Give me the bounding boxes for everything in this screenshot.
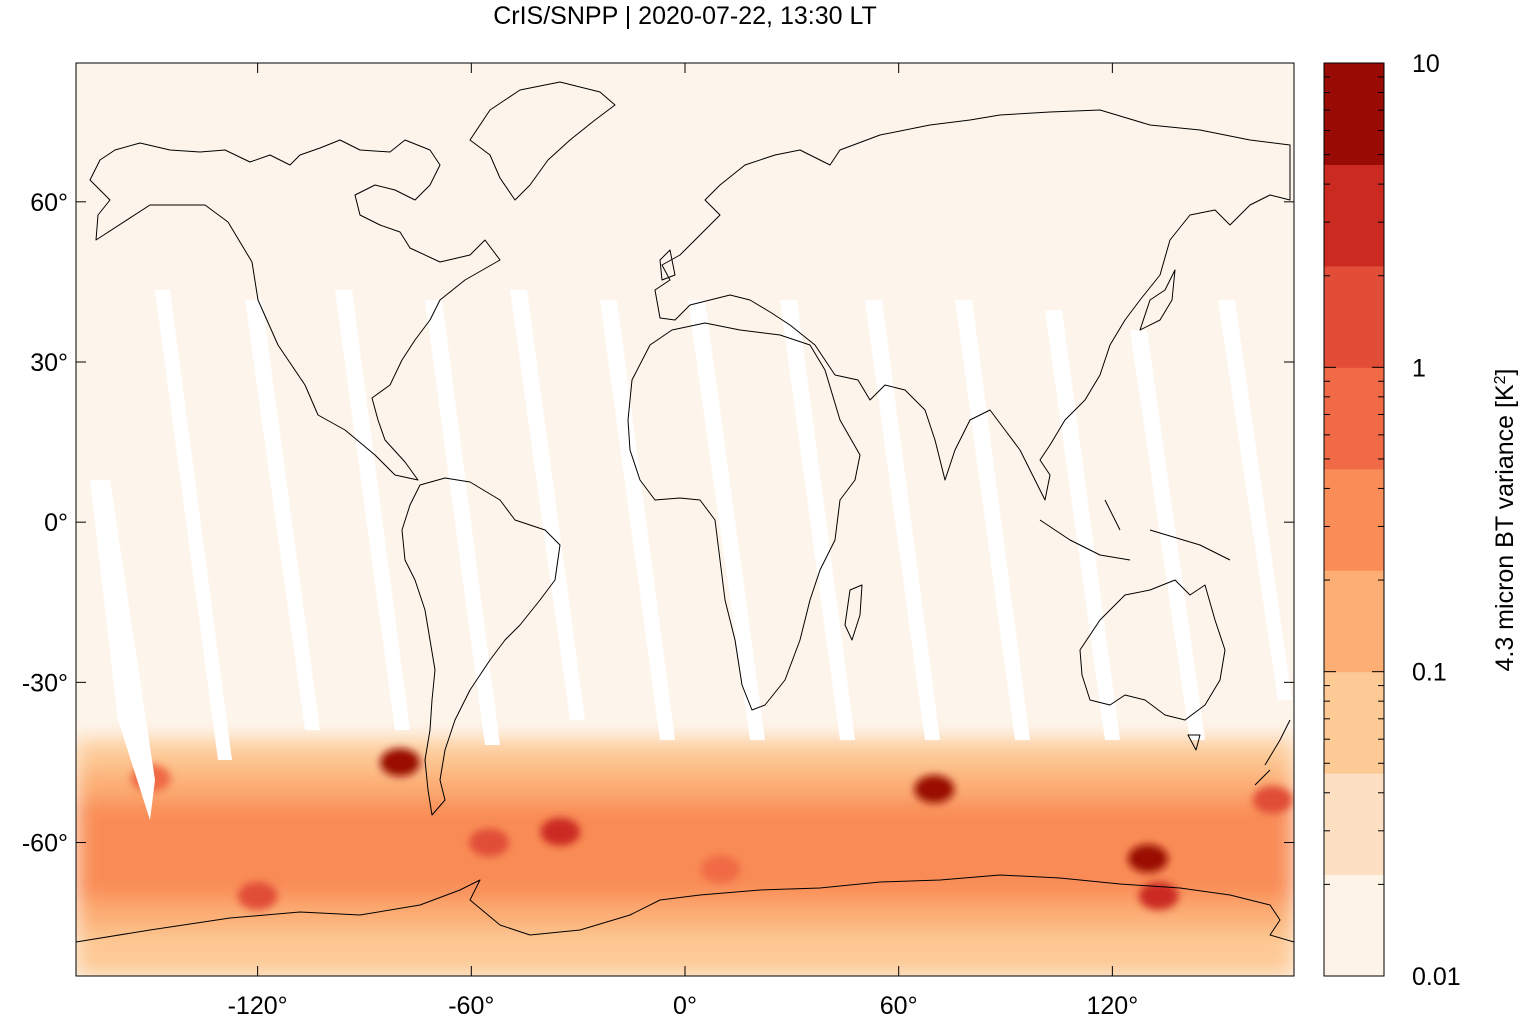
swath-gap	[245, 300, 320, 730]
variance-hotspot	[700, 855, 741, 884]
colorbar-swatches	[1324, 63, 1384, 977]
colorbar-label: 4.3 micron BT variance [K2]	[1491, 368, 1519, 671]
latitude-tick-label: -60°	[22, 830, 68, 858]
variance-hotspot	[1138, 881, 1179, 910]
colorbar-swatch	[1324, 63, 1384, 165]
swath-gap	[1045, 310, 1120, 740]
swath-gap	[90, 480, 155, 820]
variance-hotspot	[1127, 844, 1168, 873]
coastline-indonesia	[1039, 499, 1231, 561]
colorbar-swatch	[1324, 265, 1384, 368]
colorbar-tick-label: 10	[1412, 50, 1440, 78]
coastline-japan	[1139, 269, 1176, 331]
colorbar-tick-label: 1	[1412, 354, 1426, 382]
longitude-tick-label: 120°	[1087, 992, 1139, 1020]
variance-hotspot	[1252, 785, 1293, 814]
latitude-axis: 60° 30° 0° -30° -60°	[22, 189, 1294, 858]
swath-gap	[1218, 300, 1292, 700]
latitude-tick-label: 0°	[44, 509, 68, 537]
coastline-new-zealand	[1254, 719, 1291, 786]
swath-gap	[780, 300, 855, 740]
coastline-africa	[627, 322, 861, 711]
coastline-south-america	[401, 477, 561, 816]
coastline-greenland	[469, 81, 616, 201]
latitude-tick-label: 30°	[30, 349, 68, 377]
swath-gap	[335, 290, 410, 730]
coastline-australia	[1079, 579, 1226, 721]
coastline-uk	[659, 249, 676, 281]
latitude-tick-label: 60°	[30, 189, 68, 217]
coastline-north-america	[89, 139, 501, 481]
coastlines	[76, 81, 1294, 943]
swath-gaps	[90, 290, 1292, 820]
swath-gap	[425, 300, 500, 745]
swath-gap	[600, 300, 675, 740]
latitude-tick-label: -30°	[22, 669, 68, 697]
longitude-tick-label: -120°	[228, 992, 288, 1020]
colorbar-label-text: 4.3 micron BT variance [K	[1491, 384, 1519, 671]
variance-hotspot	[914, 775, 955, 804]
coastline-antarctica	[76, 874, 1294, 943]
colorbar-swatch	[1324, 773, 1384, 876]
swath-gap	[688, 300, 765, 740]
colorbar-swatch	[1324, 671, 1384, 774]
colorbar-tick-label: 0.01	[1412, 963, 1461, 991]
swath-gap	[955, 300, 1030, 740]
variance-hotspot	[380, 748, 421, 777]
colorbar-swatch	[1324, 367, 1384, 470]
longitude-tick-label: 0°	[673, 992, 697, 1020]
variance-hotspot	[469, 828, 510, 857]
longitude-tick-label: 60°	[880, 992, 918, 1020]
map-title: CrIS/SNPP | 2020-07-22, 13:30 LT	[493, 2, 877, 30]
colorbar-tick-label: 0.1	[1412, 659, 1447, 687]
colorbar-swatch	[1324, 164, 1384, 267]
longitude-axis: -120° -60° 0° 60° 120°	[228, 63, 1139, 1020]
swath-gap	[510, 290, 585, 720]
colorbar-swatch	[1324, 570, 1384, 673]
map-plot-area	[76, 63, 1294, 976]
variance-band-inner	[76, 800, 1294, 900]
colorbar-label-superscript: 2	[1492, 375, 1509, 384]
variance-hotspot	[237, 881, 278, 910]
variance-hotspot	[540, 817, 581, 846]
swath-gap	[155, 290, 232, 760]
colorbar-frame	[1323, 62, 1385, 977]
coastline-eurasia	[654, 109, 1291, 501]
colorbar: 10 1 0.1 0.01 4.3 micron BT variance [K2]	[1323, 50, 1519, 991]
colorbar-swatch	[1324, 468, 1384, 571]
colorbar-swatch	[1324, 874, 1384, 977]
coastline-tasmania	[1187, 734, 1201, 751]
longitude-tick-label: -60°	[448, 992, 494, 1020]
variance-band	[76, 740, 1294, 976]
colorbar-label-close: ]	[1491, 368, 1519, 375]
coastline-madagascar	[844, 584, 863, 641]
colorbar-ticks: 10 1 0.1 0.01	[1324, 50, 1461, 991]
swath-gap	[865, 300, 940, 740]
